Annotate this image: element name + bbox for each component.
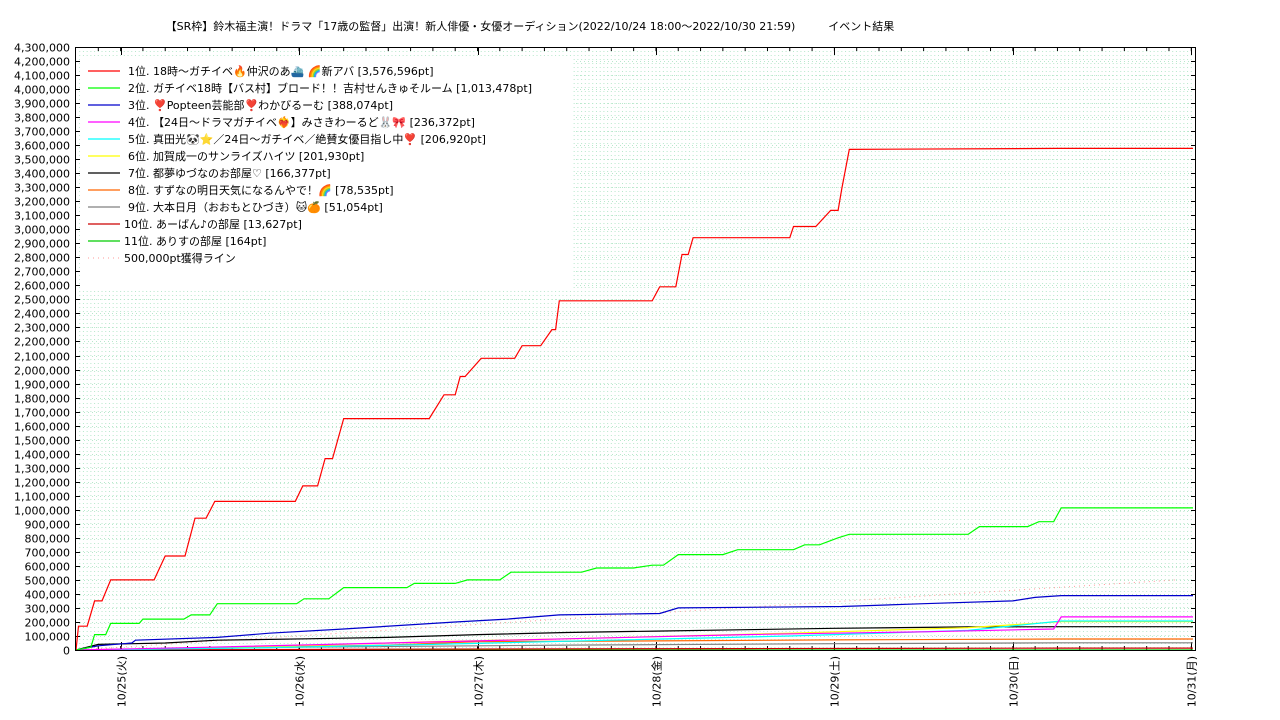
y-tick-label: 3,800,000 [14, 112, 70, 125]
x-tick-label: 10/25(火) [116, 656, 129, 707]
series-line [75, 507, 1193, 651]
series-line [75, 595, 1193, 651]
legend-label: 5位. 真田光🐼⭐️／24日～ガチイベ／絶賛女優目指し中❣️ [206,920p… [128, 132, 486, 146]
y-tick-label: 2,600,000 [14, 280, 70, 293]
y-tick-label: 4,200,000 [14, 56, 70, 69]
y-tick-label: 700,000 [25, 547, 71, 560]
legend-label: 500,000pt獲得ライン [124, 252, 236, 265]
y-tick-label: 1,600,000 [14, 421, 70, 434]
y-tick-label: 2,300,000 [14, 322, 70, 335]
y-tick-label: 3,000,000 [14, 224, 70, 237]
plot-frame [75, 47, 1196, 651]
legend-label: 10位. あーばん♪の部屋 [13,627pt] [124, 217, 302, 231]
y-axis: 0100,000200,000300,000400,000500,000600,… [14, 42, 1195, 658]
legend-box [80, 58, 573, 290]
legend-label: 4位. 【24日～ドラマガチイベ❤️‍🔥】みさきわーるど🐰🎀 [236,372p… [128, 115, 475, 129]
y-tick-label: 3,700,000 [14, 126, 70, 139]
y-tick-label: 500,000 [25, 575, 71, 588]
y-tick-label: 2,200,000 [14, 336, 70, 349]
x-tick-label: 10/31(月) [1186, 656, 1199, 707]
x-tick-label: 10/27(木) [473, 656, 486, 707]
legend-label: 6位. 加賀成一のサンライズハイツ [201,930pt] [128, 149, 364, 163]
y-tick-label: 800,000 [25, 533, 71, 546]
x-tick-label: 10/30(日) [1008, 656, 1021, 707]
series-line [75, 620, 1193, 651]
x-tick-label: 10/29(土) [829, 656, 842, 707]
y-tick-label: 4,100,000 [14, 70, 70, 83]
x-tick-label: 10/28(金) [650, 656, 664, 707]
x-axis: 10/25(火) 10/26(水) 10/27(木) 10/28(金) 10/29(土)… [97, 47, 1199, 707]
y-tick-label: 300,000 [25, 603, 71, 616]
y-tick-label: 3,600,000 [14, 140, 70, 153]
legend-label: 7位. 都夢ゆづなのお部屋♡ [166,377pt] [128, 166, 331, 180]
y-tick-label: 3,100,000 [14, 210, 70, 223]
y-tick-label: 1,500,000 [14, 435, 70, 448]
y-tick-label: 3,300,000 [14, 182, 70, 195]
y-tick-label: 4,300,000 [14, 42, 70, 55]
series-line [75, 626, 1193, 651]
y-tick-label: 2,700,000 [14, 266, 70, 279]
series-line [75, 147, 1193, 651]
y-tick-label: 1,400,000 [14, 449, 70, 462]
y-tick-label: 2,400,000 [14, 308, 70, 321]
y-tick-label: 3,900,000 [14, 98, 70, 111]
y-tick-label: 1,900,000 [14, 379, 70, 392]
y-tick-label: 2,500,000 [14, 294, 70, 307]
y-tick-label: 1,300,000 [14, 463, 70, 476]
y-tick-label: 0 [63, 645, 70, 658]
y-tick-label: 2,000,000 [14, 365, 70, 378]
y-tick-label: 2,100,000 [14, 351, 70, 364]
series-line [75, 647, 1193, 651]
legend-label: 2位. ガチイベ18時【バス村】ブロード！！吉村せんきゅそルーム [1,013,… [128, 81, 532, 95]
y-tick-label: 3,200,000 [14, 196, 70, 209]
legend-label: 1位. 18時～ガチイベ🔥仲沢のあ⛴️ 🌈新アバ [3,576,596pt] [128, 64, 434, 78]
y-tick-label: 3,500,000 [14, 154, 70, 167]
legend: 1位. 18時～ガチイベ🔥仲沢のあ⛴️ 🌈新アバ [3,576,596pt] 2位… [80, 58, 573, 290]
y-tick-label: 1,200,000 [14, 477, 70, 490]
y-tick-label: 4,000,000 [14, 84, 70, 97]
y-tick-label: 100,000 [25, 631, 71, 644]
y-tick-label: 400,000 [25, 589, 71, 602]
series-line [75, 616, 1193, 651]
y-tick-label: 1,100,000 [14, 491, 70, 504]
y-tick-label: 600,000 [25, 561, 71, 574]
chart-title: 【SR枠】鈴木福主演！ドラマ「17歳の監督」出演！新人俳優・女優オーディション(… [166, 19, 895, 33]
y-tick-label: 3,400,000 [14, 168, 70, 181]
y-tick-label: 1,800,000 [14, 393, 70, 406]
y-tick-label: 1,700,000 [14, 407, 70, 420]
y-tick-label: 1,000,000 [14, 505, 70, 518]
legend-label: 8位. すずなの明日天気になるんやで！🌈 [78,535pt] [128, 183, 394, 197]
y-tick-label: 2,800,000 [14, 252, 70, 265]
legend-label: 9位. 大本日月（おおもとひづき）🐱🍊 [51,054pt] [128, 200, 383, 214]
legend-label: 3位. ❣️Popteen芸能部❣️わかびるーむ [388,074pt] [128, 98, 393, 112]
x-tick-label: 10/26(水) [294, 656, 307, 707]
y-tick-label: 900,000 [25, 519, 71, 532]
y-tick-label: 200,000 [25, 617, 71, 630]
legend-label: 11位. ありすの部屋 [164pt] [124, 234, 266, 248]
y-tick-label: 2,900,000 [14, 238, 70, 251]
